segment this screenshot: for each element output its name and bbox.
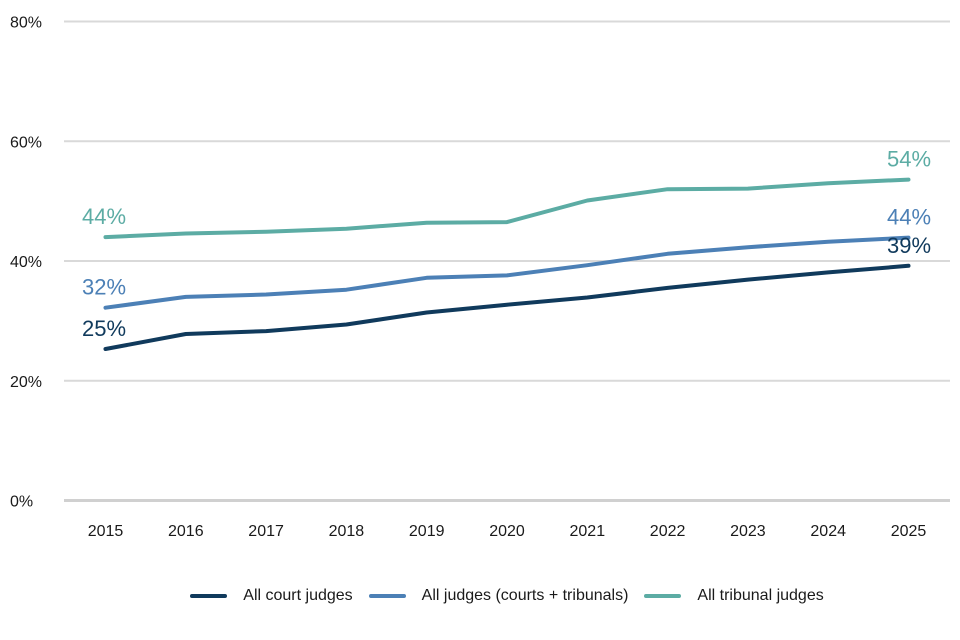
series-line-all-tribunal-judges: [103, 177, 911, 240]
series-start-label-all-tribunal-judges: 44%: [82, 204, 126, 229]
y-axis-label-80: 80%: [10, 15, 42, 32]
legend-item-all-judges: All judges (courts + tribunals): [368, 587, 629, 605]
legend-swatch-all-judges: [368, 593, 406, 599]
legend: All court judges All judges (courts + tr…: [64, 584, 950, 608]
x-axis-label-2015: 2015: [88, 523, 124, 540]
legend-item-all-tribunal-judges: All tribunal judges: [644, 587, 824, 605]
x-axis-label-2018: 2018: [329, 523, 365, 540]
legend-swatch-all-tribunal-judges: [644, 593, 682, 599]
x-axis-label-2019: 2019: [409, 523, 445, 540]
x-axis-label-2025: 2025: [891, 523, 927, 540]
series-end-label-all-judges-courts-tribunals: 44%: [887, 205, 931, 230]
y-axis-label-40: 40%: [10, 254, 42, 271]
series-end-label-all-court-judges: 39%: [887, 233, 931, 258]
x-axis-label-2023: 2023: [730, 523, 766, 540]
legend-label-all-tribunal-judges: All tribunal judges: [697, 587, 824, 604]
series-start-label-all-court-judges: 25%: [82, 316, 126, 341]
x-axis-label-2020: 2020: [489, 523, 525, 540]
y-axis-label-60: 60%: [10, 134, 42, 151]
legend-item-all-court-judges: All court judges: [190, 587, 353, 605]
legend-swatch-all-court-judges: [190, 593, 228, 599]
series-end-label-all-tribunal-judges: 54%: [887, 147, 931, 172]
series-line-all-judges-courts-tribunals: [103, 235, 911, 310]
x-axis-label-2021: 2021: [570, 523, 606, 540]
x-axis-label-2022: 2022: [650, 523, 686, 540]
x-axis-label-2017: 2017: [248, 523, 284, 540]
y-axis-label-20: 20%: [10, 374, 42, 391]
x-axis-label-2024: 2024: [810, 523, 846, 540]
legend-label-all-judges: All judges (courts + tribunals): [421, 587, 629, 604]
series-start-label-all-judges-courts-tribunals: 32%: [82, 275, 126, 300]
series-line-all-court-judges: [103, 263, 911, 351]
legend-label-all-court-judges: All court judges: [243, 587, 353, 604]
x-axis-label-2016: 2016: [168, 523, 204, 540]
y-axis-label-0: 0%: [10, 494, 33, 511]
